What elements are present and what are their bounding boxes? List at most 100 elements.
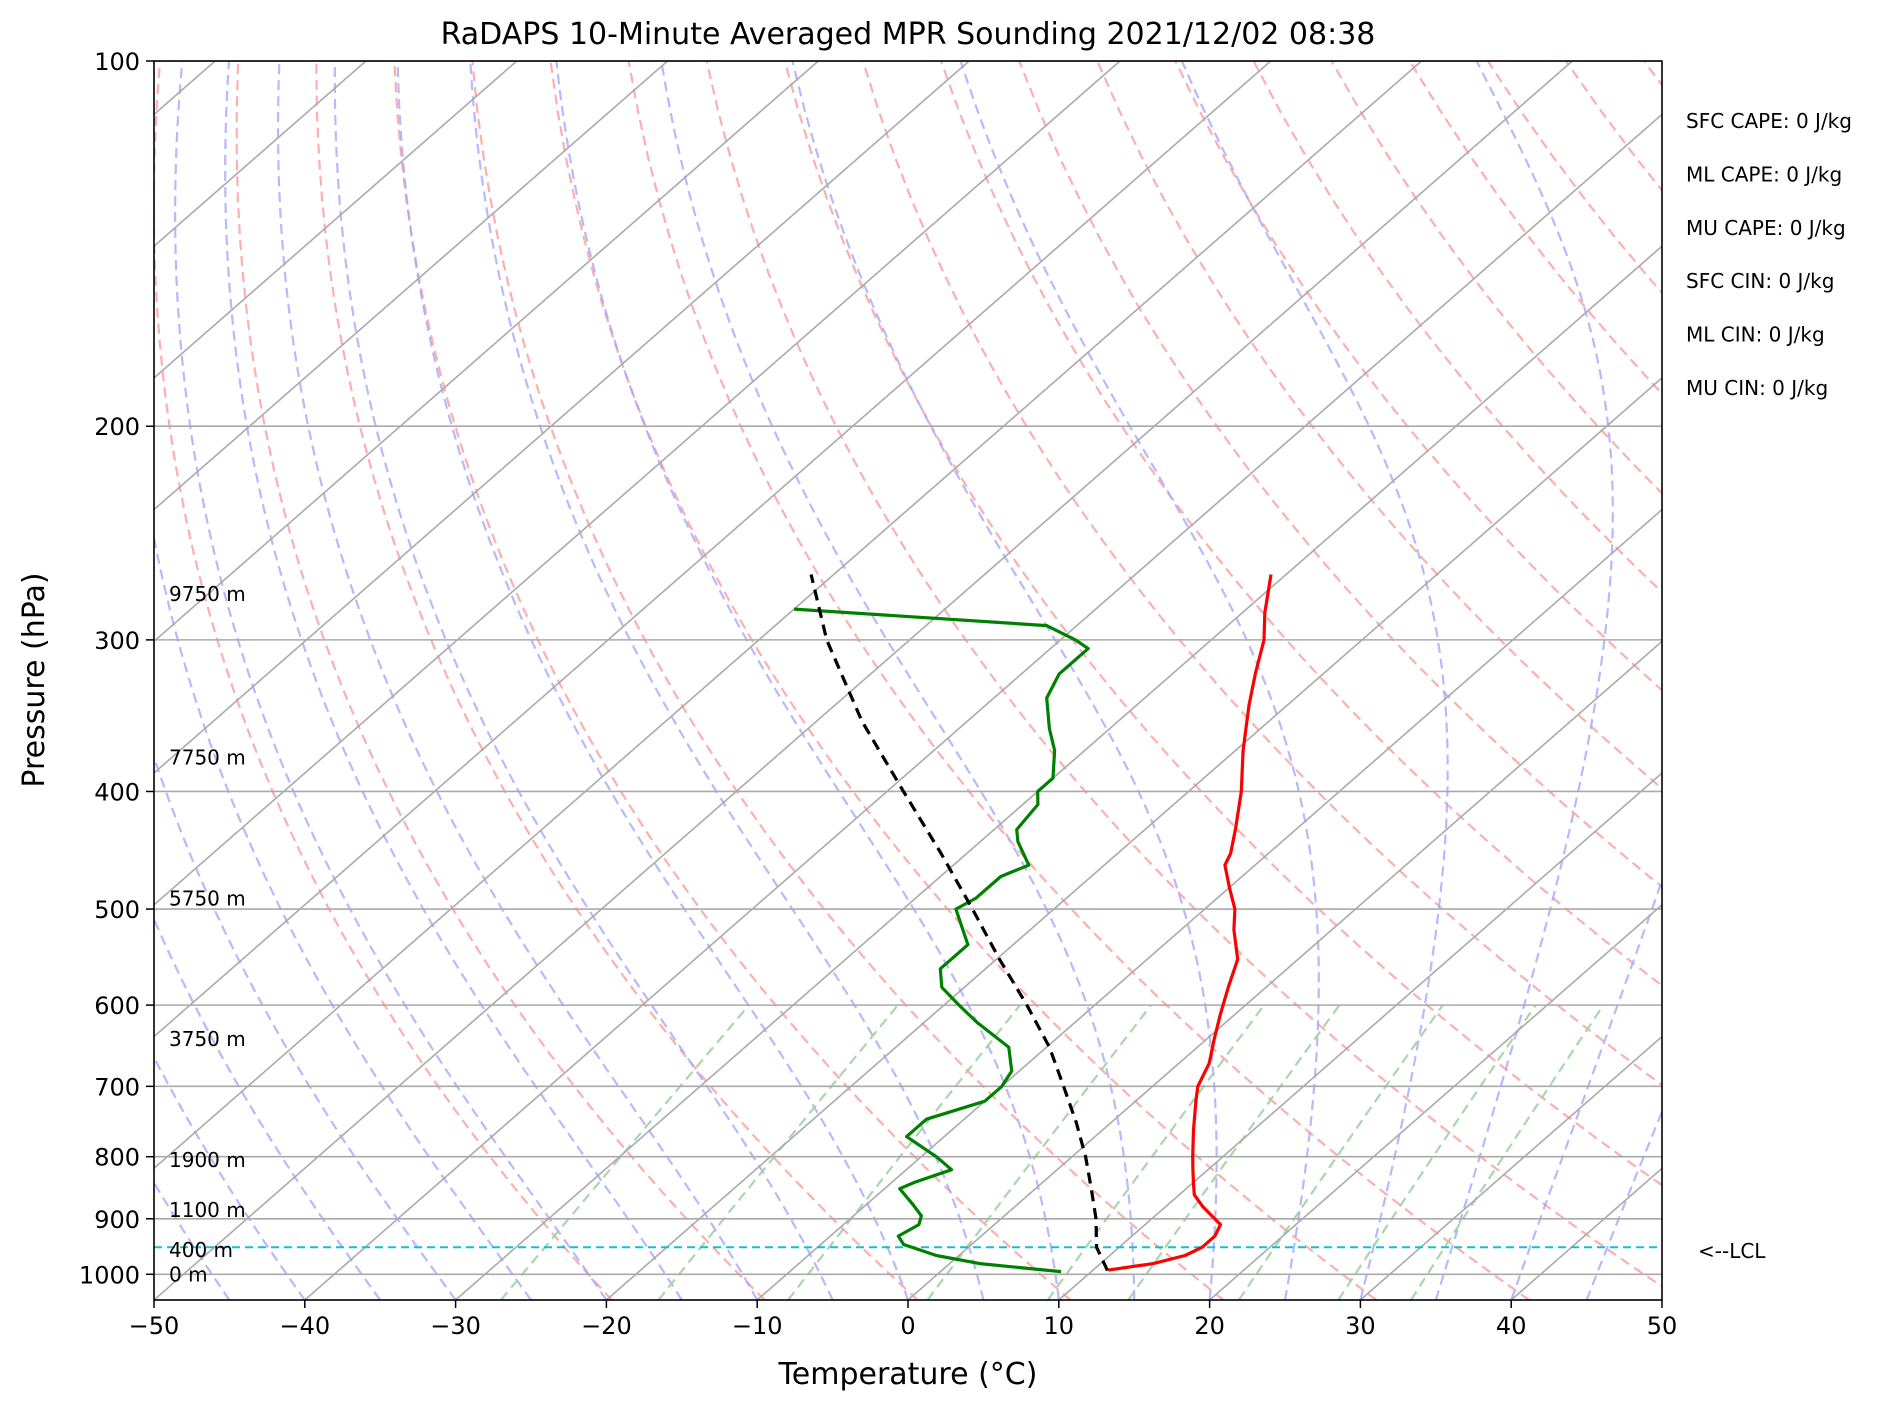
dry-adiabat <box>1722 61 1882 1300</box>
x-tick-label: −10 <box>732 1312 783 1340</box>
x-tick-label: 30 <box>1345 1312 1376 1340</box>
dry-adiabat <box>549 61 1378 1300</box>
height-label: 400 m <box>169 1238 233 1262</box>
moist-adiabat <box>154 1180 231 1300</box>
isotherm <box>1510 1167 1662 1300</box>
height-label: 1100 m <box>169 1198 246 1222</box>
moist-adiabat <box>154 916 382 1300</box>
dry-adiabat <box>783 61 1662 1187</box>
y-tick-label: 300 <box>94 627 140 655</box>
isotherm <box>1359 1035 1662 1300</box>
x-axis-label: Temperature (°C) <box>778 1357 1038 1392</box>
moist-adiabat <box>1660 1297 1662 1300</box>
mixing-ratio-line <box>926 1004 1152 1300</box>
moist-adiabat <box>333 61 834 1300</box>
isotherm <box>154 61 1272 1038</box>
moist-adiabat <box>154 532 532 1300</box>
stability-index-text: SFC CAPE: 0 J/kg <box>1686 109 1852 133</box>
y-axis-label: Pressure (hPa) <box>17 572 52 787</box>
dewpoint-profile <box>793 607 1090 1274</box>
stability-index-text: MU CAPE: 0 J/kg <box>1686 216 1846 240</box>
moist-adiabat <box>154 1055 306 1300</box>
height-label: 5750 m <box>169 886 246 910</box>
isotherm <box>756 508 1662 1300</box>
mixing-ratio-line <box>1046 1004 1265 1300</box>
reference-lines <box>154 61 1882 1300</box>
moist-adiabat <box>791 61 1218 1300</box>
isotherm <box>154 61 669 511</box>
isotherm <box>154 61 1423 1170</box>
moist-adiabat <box>173 61 608 1300</box>
y-tick-label: 500 <box>94 896 140 924</box>
y-tick-label: 900 <box>94 1206 140 1234</box>
y-tick-label: 100 <box>94 48 140 76</box>
isotherm <box>154 61 367 248</box>
dry-adiabat <box>235 61 766 1300</box>
isotherm <box>605 376 1662 1300</box>
moist-adiabat <box>1434 61 1614 1300</box>
isotherm <box>154 61 1573 1300</box>
height-label: 3750 m <box>169 1027 246 1051</box>
dry-adiabat <box>154 61 613 1300</box>
moist-adiabat <box>555 61 1060 1300</box>
isotherm <box>907 640 1662 1300</box>
isotherm <box>154 61 1121 906</box>
height-label: 9750 m <box>169 582 246 606</box>
sounding-series <box>793 574 1273 1274</box>
moist-adiabat <box>224 61 683 1300</box>
isotherm <box>304 113 1662 1300</box>
dry-adiabat <box>1096 61 1662 790</box>
stability-index-text: ML CAPE: 0 J/kg <box>1686 162 1842 186</box>
mixing-ratio-line <box>657 1004 899 1300</box>
height-label: 0 m <box>169 1262 208 1286</box>
chart-title: RaDAPS 10-Minute Averaged MPR Sounding 2… <box>441 17 1376 52</box>
moist-adiabat <box>1180 61 1449 1300</box>
dry-adiabat <box>940 61 1662 987</box>
dry-adiabat <box>1878 61 1882 1300</box>
dry-adiabat <box>1565 61 1662 193</box>
dry-adiabat <box>1174 61 1662 692</box>
dry-adiabat <box>315 61 919 1300</box>
isotherm <box>455 245 1662 1300</box>
axis-ticks: −50 −40 −30 −20 −10 0 10 20 30 40 50 100 200 300 400 50… <box>79 48 1677 1340</box>
isotherm <box>154 61 518 379</box>
x-tick-label: −20 <box>581 1312 632 1340</box>
stability-index-text: MU CIN: 0 J/kg <box>1686 376 1828 400</box>
x-tick-label: 50 <box>1647 1312 1678 1340</box>
dry-adiabat <box>1330 61 1662 495</box>
moist-adiabat <box>396 61 910 1300</box>
dry-adiabat <box>861 61 1662 1087</box>
x-tick-label: −40 <box>279 1312 330 1340</box>
moist-adiabat <box>1585 1109 1662 1300</box>
isotherm <box>1661 1298 1662 1300</box>
y-tick-label: 200 <box>94 413 140 441</box>
mixing-ratio-line <box>787 1004 1021 1300</box>
x-tick-label: 40 <box>1496 1312 1527 1340</box>
mixing-ratio-line <box>1237 1004 1444 1300</box>
dry-adiabat <box>1486 61 1662 295</box>
height-label: 1900 m <box>169 1148 246 1172</box>
x-tick-label: −50 <box>129 1312 180 1340</box>
x-tick-label: 0 <box>900 1312 915 1340</box>
dry-adiabat <box>627 61 1530 1300</box>
moist-adiabat <box>959 61 1320 1300</box>
isotherm <box>1058 772 1662 1300</box>
stability-index-text: SFC CIN: 0 J/kg <box>1686 269 1834 293</box>
mixing-ratio-line <box>1337 1004 1537 1300</box>
x-tick-label: −30 <box>430 1312 481 1340</box>
x-tick-label: 20 <box>1194 1312 1225 1340</box>
dry-adiabat <box>1643 61 1662 88</box>
mixing-ratio-line <box>500 1004 750 1300</box>
isotherm <box>154 61 819 643</box>
dry-adiabat <box>1800 61 1882 1300</box>
y-tick-label: 1000 <box>79 1261 140 1289</box>
x-tick-label: 10 <box>1044 1312 1075 1340</box>
dry-adiabat <box>1408 61 1662 396</box>
stability-index-text: ML CIN: 0 J/kg <box>1686 323 1825 347</box>
y-tick-label: 800 <box>94 1144 140 1172</box>
parcel-profile <box>809 574 1109 1272</box>
dry-adiabat <box>393 61 1072 1300</box>
moist-adiabat <box>469 61 985 1300</box>
y-tick-label: 700 <box>94 1073 140 1101</box>
